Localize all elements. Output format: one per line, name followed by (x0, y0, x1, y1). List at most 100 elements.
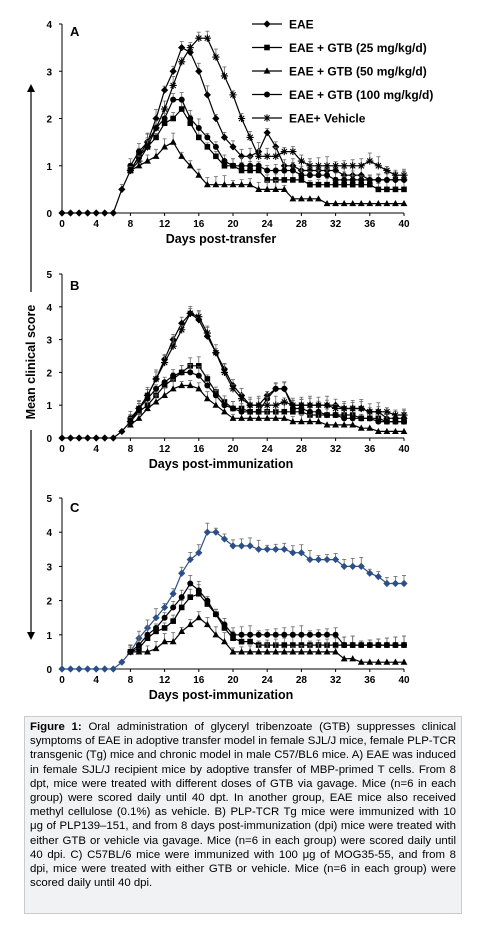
data-point (315, 408, 322, 415)
data-point (161, 382, 168, 389)
data-point (169, 385, 177, 392)
data-point (238, 638, 245, 645)
data-point (272, 648, 280, 655)
data-point (58, 665, 66, 673)
data-point (84, 209, 92, 217)
data-point (280, 185, 288, 192)
series-2 (127, 379, 408, 435)
data-point (375, 418, 382, 425)
data-point (391, 579, 400, 588)
data-point (135, 404, 143, 413)
data-point (289, 418, 297, 425)
data-point (374, 162, 382, 170)
data-point (357, 404, 365, 413)
data-point (58, 434, 66, 442)
data-point (323, 648, 331, 655)
data-point (152, 614, 160, 622)
data-point (374, 427, 382, 435)
x-tick-label: 16 (193, 675, 205, 686)
y-tick-label: 0 (46, 209, 52, 220)
data-point (230, 635, 236, 642)
legend-label: EAE + GTB (25 mg/kg/d) (289, 41, 427, 55)
data-point (306, 408, 313, 415)
data-point (203, 91, 211, 99)
data-point (221, 158, 228, 165)
data-point (238, 631, 245, 638)
data-point (297, 549, 305, 557)
data-point (170, 604, 177, 611)
data-point (306, 166, 314, 175)
data-point (306, 162, 314, 170)
data-point (332, 199, 339, 207)
data-point (170, 618, 176, 624)
data-point (161, 603, 169, 612)
series-4 (126, 307, 408, 426)
data-point (272, 545, 280, 553)
data-point (263, 185, 271, 192)
data-point (109, 665, 117, 673)
data-point (315, 172, 322, 179)
data-point (324, 412, 331, 419)
data-point (161, 358, 169, 367)
y-tick-label: 4 (46, 20, 52, 31)
data-point (161, 143, 168, 150)
data-point (196, 363, 202, 369)
data-point (204, 376, 211, 382)
data-point (255, 167, 262, 174)
data-point (349, 162, 357, 170)
x-tick-label: 36 (364, 675, 376, 686)
data-point (178, 319, 186, 327)
data-point (280, 414, 288, 421)
data-point (75, 209, 83, 217)
data-point (323, 421, 331, 428)
data-point (263, 545, 271, 553)
data-point (196, 590, 202, 597)
data-point (357, 199, 365, 207)
data-point (213, 153, 219, 160)
data-point (391, 411, 400, 419)
data-point (169, 638, 177, 645)
data-point (281, 385, 288, 392)
x-tick-label: 12 (159, 444, 171, 455)
legend-label: EAE (289, 18, 314, 32)
data-point (178, 326, 186, 334)
x-tick-label: 40 (398, 219, 410, 230)
data-point (281, 642, 288, 648)
data-point (374, 658, 382, 665)
figure-caption: Figure 1: Oral administration of glycery… (24, 716, 462, 914)
data-point (341, 181, 347, 188)
data-point (212, 114, 220, 123)
data-point (384, 186, 390, 193)
data-point (255, 545, 263, 553)
y-tick-label: 0 (46, 434, 52, 445)
data-point (246, 181, 254, 188)
data-point (263, 129, 271, 137)
data-point (144, 404, 151, 412)
data-point (263, 401, 271, 409)
data-point (358, 642, 365, 649)
data-point (220, 535, 229, 543)
data-point (298, 195, 305, 202)
data-point (161, 115, 168, 122)
data-point (366, 157, 374, 165)
data-point (230, 631, 236, 638)
data-point (221, 625, 228, 631)
data-point (75, 665, 83, 673)
data-point (66, 665, 75, 673)
data-point (246, 542, 254, 550)
data-point (161, 391, 168, 398)
y-tick-label: 5 (46, 494, 52, 505)
x-tick-label: 24 (262, 219, 274, 230)
data-point (366, 199, 374, 207)
x-tick-label: 16 (193, 219, 205, 230)
data-point (392, 186, 399, 193)
data-point (272, 414, 280, 421)
y-axis-title: Mean clinical score (24, 305, 38, 420)
data-point (212, 349, 220, 357)
data-point (341, 415, 348, 422)
x-tick-label: 16 (193, 444, 205, 455)
data-point (280, 545, 288, 553)
series-0 (58, 522, 408, 673)
